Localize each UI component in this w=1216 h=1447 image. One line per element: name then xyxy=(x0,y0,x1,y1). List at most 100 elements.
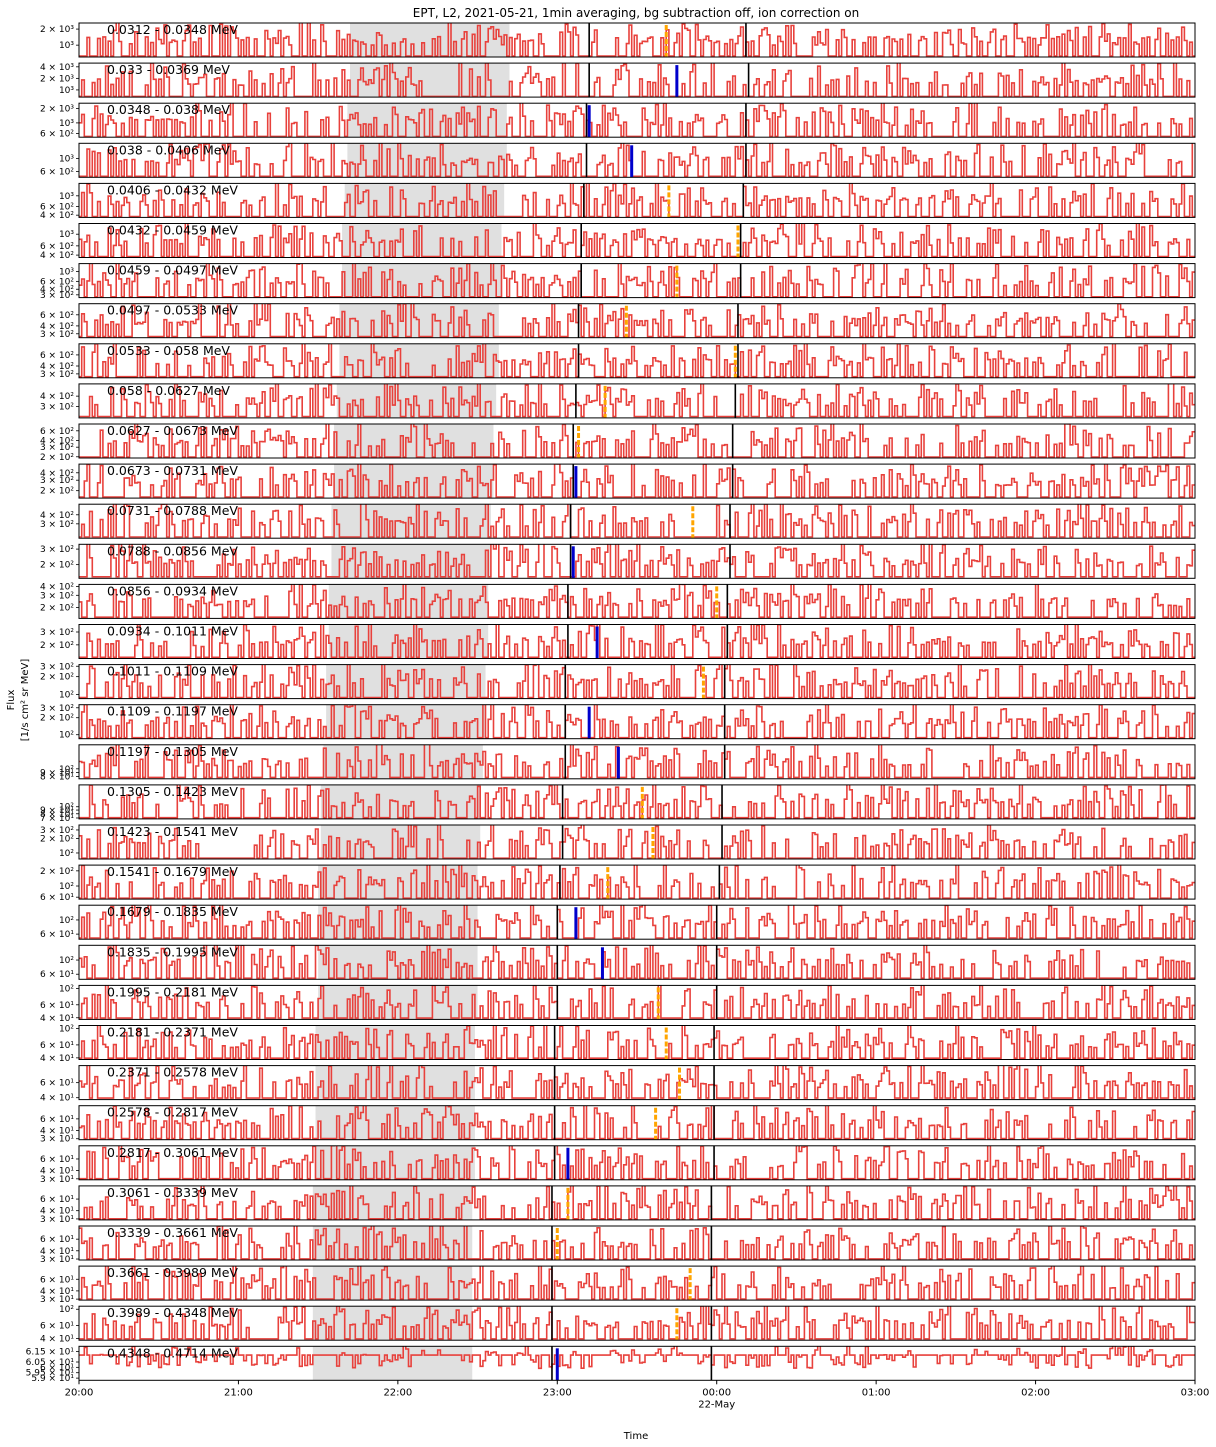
panel-frame xyxy=(78,784,1196,820)
y-tick-label: 6 × 10¹ xyxy=(40,930,74,940)
y-tick-label: 9 × 10¹ xyxy=(40,806,74,816)
y-tick-label: 4 × 10² xyxy=(40,511,74,521)
panel-label: 0.3061 - 0.3339 MeV xyxy=(107,1185,238,1200)
panel-label: 0.1109 - 0.1197 MeV xyxy=(107,704,238,719)
y-tick-label: 6 × 10² xyxy=(40,277,74,287)
panel-frame xyxy=(78,1265,1196,1301)
x-tick-label: 23:00 xyxy=(543,1387,572,1398)
flux-series xyxy=(79,1306,1195,1340)
panel-label: 0.4348 - 0.4714 MeV xyxy=(107,1345,238,1360)
y-tick-label: 4 × 10¹ xyxy=(40,1126,74,1136)
y-tick-label: 2 × 10² xyxy=(40,561,74,571)
y-tick-label: 9 × 10¹ xyxy=(40,768,74,778)
y-tick-label: 3 × 10² xyxy=(40,403,74,413)
y-tick-label: 4 × 10¹ xyxy=(40,1287,74,1297)
panel: 10² 6 × 10¹ 4 × 10¹ 0.2181 - 0.2371 MeV xyxy=(40,1025,1196,1064)
y-tick-label: 4 × 10² xyxy=(40,211,74,221)
y-tick-label: 3 × 10² xyxy=(40,826,74,836)
y-tick-label: 10² xyxy=(59,916,74,926)
y-tick-label: 3 × 10¹ xyxy=(40,1255,74,1265)
panel: 10² 6 × 10¹ 4 × 10¹ 0.1995 - 0.2181 MeV xyxy=(40,984,1196,1024)
panel-label: 0.1835 - 0.1995 MeV xyxy=(107,944,238,959)
panel-label: 0.3339 - 0.3661 MeV xyxy=(107,1225,238,1240)
panel: 10² 6 × 10¹ 0.1835 - 0.1995 MeV xyxy=(40,944,1196,980)
panel-label: 0.1679 - 0.1835 MeV xyxy=(107,904,238,919)
panel-label: 0.0627 - 0.0673 MeV xyxy=(107,423,238,438)
y-tick-label: 10³ xyxy=(59,267,74,277)
y-tick-label: 5.95 × 10¹ xyxy=(26,1369,75,1379)
flux-series xyxy=(79,103,1195,138)
y-tick-label: 6 × 10¹ xyxy=(40,1041,74,1051)
flux-series xyxy=(79,1145,1195,1180)
flux-series xyxy=(79,464,1195,498)
panel-label: 0.0312 - 0.0348 MeV xyxy=(107,22,238,37)
flux-series xyxy=(79,143,1194,178)
x-tick-label: 00:00 xyxy=(702,1387,731,1398)
y-tick-label: 10² xyxy=(59,690,74,700)
panel-label: 0.1541 - 0.1679 MeV xyxy=(107,864,238,879)
panel-frame xyxy=(78,744,1196,780)
y-tick-label: 2 × 10² xyxy=(40,834,74,844)
panel: 3 × 10² 2 × 10² 0.0934 - 0.1011 MeV xyxy=(40,624,1196,659)
y-tick-label: 8 × 10¹ xyxy=(40,773,74,783)
y-tick-label: 4 × 10² xyxy=(40,392,74,402)
shaded-interval xyxy=(315,1065,475,1100)
y-tick-label: 6 × 10¹ xyxy=(40,1195,74,1205)
y-tick-label: 6 × 10¹ xyxy=(40,893,74,903)
y-tick-label: 4 × 10³ xyxy=(40,63,74,73)
flux-series xyxy=(79,383,1195,418)
panel-label: 0.0673 - 0.0731 MeV xyxy=(107,463,238,478)
panel-label: 0.0731 - 0.0788 MeV xyxy=(107,503,238,518)
panel-label: 0.0533 - 0.058 MeV xyxy=(107,343,230,358)
y-tick-label: 10² xyxy=(59,882,74,892)
y-tick-label: 6 × 10¹ xyxy=(40,1115,74,1125)
panel-label: 0.058 - 0.0627 MeV xyxy=(107,383,230,398)
y-tick-label: 4 × 10² xyxy=(40,469,74,479)
y-tick-label: 8 × 10¹ xyxy=(40,810,74,820)
x-tick-label: 01:00 xyxy=(862,1387,891,1398)
flux-series xyxy=(79,744,1195,779)
flux-series xyxy=(79,183,1195,218)
flux-series xyxy=(79,905,1195,939)
y-tick-label: 10² xyxy=(59,731,74,741)
x-tick-label: 02:00 xyxy=(1021,1387,1050,1398)
y-tick-label: 2 × 10² xyxy=(40,453,74,463)
flux-series xyxy=(79,223,1195,258)
y-tick-label: 2 × 10³ xyxy=(40,74,74,84)
y-tick-label: 6 × 10¹ xyxy=(40,1363,74,1373)
panel-label: 0.0432 - 0.0459 MeV xyxy=(107,223,238,238)
flux-series xyxy=(79,1105,1195,1140)
y-tick-label: 6 × 10² xyxy=(40,351,74,361)
panel: 2 × 10³ 10³ 0.0312 - 0.0348 MeV xyxy=(40,22,1196,58)
panel: 10² 6 × 10¹ 0.1679 - 0.1835 MeV xyxy=(40,904,1196,940)
y-tick-label: 6.05 × 10¹ xyxy=(26,1358,75,1368)
panel-frame xyxy=(78,624,1196,659)
panel-frame xyxy=(78,1225,1196,1261)
flux-series xyxy=(79,424,1195,458)
panel-frame xyxy=(78,263,1196,299)
y-tick-label: 3 × 10² xyxy=(40,476,74,486)
y-tick-label: 6 × 10² xyxy=(40,168,74,178)
flux-series xyxy=(79,664,1195,699)
panel-frame xyxy=(78,22,1196,58)
panel-frame xyxy=(78,102,1196,138)
y-tick-label: 10³ xyxy=(59,119,74,129)
flux-series xyxy=(79,1346,1195,1370)
flux-series xyxy=(79,584,1195,618)
panel-label: 0.1995 - 0.2181 MeV xyxy=(107,984,238,999)
panel-label: 0.0934 - 0.1011 MeV xyxy=(107,624,238,639)
